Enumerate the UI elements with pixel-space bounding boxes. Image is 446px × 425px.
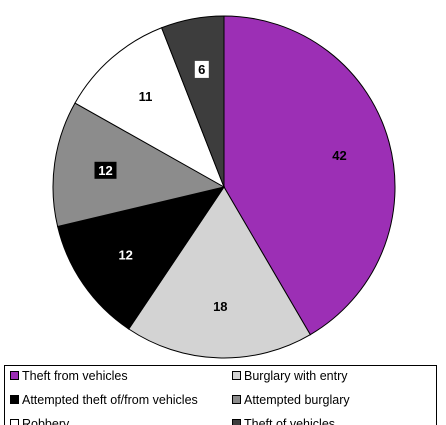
legend-label-theft-from-vehicles: Theft from vehicles xyxy=(22,369,128,383)
legend-swatch-robbery xyxy=(10,419,19,425)
legend-swatch-theft-of-vehicles xyxy=(232,419,241,425)
pie-slices xyxy=(52,15,396,359)
slice-label-box-theft-of-vehicles xyxy=(194,60,209,78)
slice-value-label-attempted-theft-of-from-vehicles: 12 xyxy=(118,248,132,263)
legend-swatch-attempted-theft-of-from-vehicles xyxy=(10,395,19,404)
slice-value-label-robbery: 11 xyxy=(139,89,153,104)
slice-value-label-burglary-with-entry: 18 xyxy=(213,299,227,314)
legend-frame xyxy=(4,365,437,425)
pie-slice-attempted-burglary xyxy=(52,102,226,228)
slice-value-label-theft-from-vehicles: 42 xyxy=(332,148,346,163)
legend-label-attempted-theft-of-from-vehicles: Attempted theft of/from vehicles xyxy=(22,393,198,407)
pie-slice-robbery xyxy=(74,27,225,189)
slice-value-label-attempted-burglary: 12 xyxy=(98,163,112,178)
slice-value-label-theft-of-vehicles: 6 xyxy=(198,62,205,77)
legend-swatch-attempted-burglary xyxy=(232,395,241,404)
legend-swatch-burglary-with-entry xyxy=(232,371,241,380)
legend: Theft from vehicles Burglary with entry At… xyxy=(4,365,437,425)
legend-label-theft-of-vehicles: Theft of vehicles xyxy=(244,417,335,425)
legend-label-robbery: Robbery xyxy=(22,417,70,425)
legend-items: Theft from vehicles Burglary with entry At… xyxy=(10,369,350,425)
legend-swatch-theft-from-vehicles xyxy=(10,371,19,380)
pie-slice-theft-from-vehicles xyxy=(223,15,396,336)
legend-label-burglary-with-entry: Burglary with entry xyxy=(244,369,348,383)
pie-slice-attempted-theft-of-from-vehicles xyxy=(57,186,226,330)
pie-slice-burglary-with-entry xyxy=(128,186,311,359)
pie-slice-labels: 42 18 12 12 11 6 xyxy=(94,60,347,314)
legend-label-attempted-burglary: Attempted burglary xyxy=(244,393,350,407)
pie-slice-theft-of-vehicles xyxy=(160,15,225,188)
slice-label-box-attempted-burglary xyxy=(94,161,117,179)
